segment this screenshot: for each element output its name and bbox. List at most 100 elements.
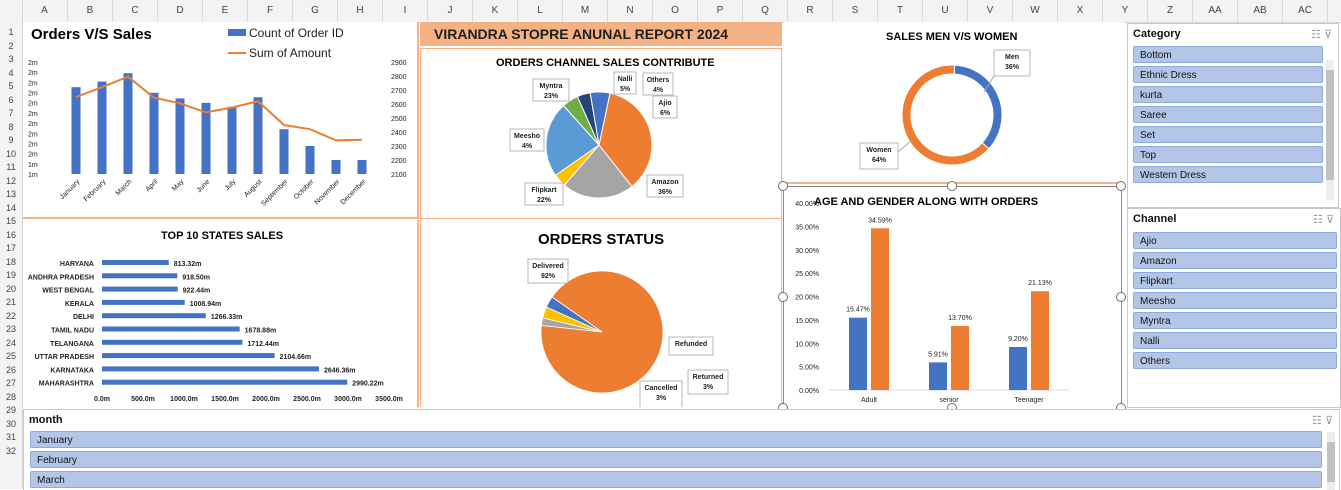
row-header-12[interactable]: 12 (5, 175, 16, 186)
column-header-T[interactable]: T (878, 0, 923, 22)
multi-select-icon[interactable]: ☷ (1313, 214, 1323, 226)
row-header-23[interactable]: 23 (5, 324, 16, 334)
row-header-18[interactable]: 18 (5, 256, 16, 267)
column-header-K[interactable]: K (473, 0, 518, 22)
column-header-B[interactable]: B (68, 0, 113, 22)
row-header-14[interactable]: 14 (5, 202, 16, 213)
top-states-panel[interactable]: TOP 10 STATES SALES HARYANA 813.32m ANDHRA… (23, 220, 419, 407)
row-header-24[interactable]: 24 (5, 337, 16, 348)
category-slicer-item[interactable]: kurta (1133, 86, 1323, 103)
order-status-panel[interactable]: ORDERS STATUS Delivered 92% Refunded Return… (420, 220, 782, 407)
row-header-26[interactable]: 26 (5, 364, 16, 375)
clear-filter-icon[interactable]: ⊽ (1325, 214, 1334, 226)
category-slicer[interactable]: Category ☷ ⊽ Bottom Ethnic Dress kurta Sare… (1127, 23, 1339, 208)
order-count-bar (305, 146, 315, 174)
column-header-Z[interactable]: Z (1148, 0, 1193, 22)
month-slicer-item[interactable]: January (30, 431, 1322, 448)
channel-slicer-item[interactable]: Meesho (1133, 292, 1337, 309)
row-header-32[interactable]: 32 (5, 445, 16, 456)
row-header-19[interactable]: 19 (5, 270, 16, 280)
category-scrollbar[interactable] (1326, 60, 1334, 200)
column-header-H[interactable]: H (338, 0, 383, 22)
row-header-8[interactable]: 8 (8, 121, 14, 132)
category-slicer-item[interactable]: Bottom (1133, 46, 1323, 63)
row-header-5[interactable]: 5 (8, 81, 14, 91)
channel-slicer-item[interactable]: Ajio (1133, 232, 1337, 249)
column-header-D[interactable]: D (158, 0, 203, 22)
channel-slicer-item[interactable]: Nalli (1133, 332, 1337, 349)
orders-vs-sales-panel[interactable]: Orders V/S Sales Count of Order ID Sum of… (23, 22, 419, 219)
row-header-13[interactable]: 13 (5, 189, 16, 199)
category-slicer-item[interactable]: Top (1133, 146, 1323, 163)
column-header-P[interactable]: P (698, 0, 743, 22)
row-header-28[interactable]: 28 (5, 391, 16, 402)
column-header-AB[interactable]: AB (1238, 0, 1283, 22)
row-header-22[interactable]: 22 (5, 310, 16, 321)
column-header-F[interactable]: F (248, 0, 293, 22)
row-header-3[interactable]: 3 (8, 54, 14, 64)
row-header-1[interactable]: 1 (8, 27, 14, 37)
channel-slicer-item[interactable]: Myntra (1133, 312, 1337, 329)
column-header-M[interactable]: M (563, 0, 608, 22)
column-header-A[interactable]: A (22, 0, 68, 22)
category-slicer-item[interactable]: Western Dress (1133, 166, 1323, 183)
clear-filter-icon[interactable]: ⊽ (1323, 29, 1332, 41)
row-header-25[interactable]: 25 (5, 351, 16, 361)
column-header-N[interactable]: N (608, 0, 653, 22)
month-slicer[interactable]: month ☷ ⊽ January February March (23, 409, 1340, 490)
channel-slicer-item[interactable]: Amazon (1133, 252, 1337, 269)
row-header-20[interactable]: 20 (5, 283, 16, 294)
select-all-corner[interactable] (0, 0, 23, 22)
column-header-AA[interactable]: AA (1193, 0, 1238, 22)
column-header-S[interactable]: S (833, 0, 878, 22)
month-scrollbar[interactable] (1327, 432, 1335, 490)
multi-select-icon[interactable]: ☷ (1311, 29, 1321, 41)
category-slicer-item[interactable]: Saree (1133, 106, 1323, 123)
row-header-4[interactable]: 4 (8, 67, 14, 78)
month-slicer-item[interactable]: March (30, 471, 1322, 488)
row-header-6[interactable]: 6 (8, 94, 14, 105)
column-header-U[interactable]: U (923, 0, 968, 22)
column-header-W[interactable]: W (1013, 0, 1058, 22)
column-header-X[interactable]: X (1058, 0, 1103, 22)
row-header-16[interactable]: 16 (5, 229, 16, 240)
column-header-J[interactable]: J (428, 0, 473, 22)
row-header-9[interactable]: 9 (8, 135, 14, 145)
row-header-30[interactable]: 30 (5, 418, 16, 429)
column-header-G[interactable]: G (293, 0, 338, 22)
column-header-L[interactable]: L (518, 0, 563, 22)
column-header-AC[interactable]: AC (1283, 0, 1328, 22)
clear-filter-icon[interactable]: ⊽ (1324, 415, 1333, 427)
row-header-2[interactable]: 2 (8, 40, 14, 51)
column-header-R[interactable]: R (788, 0, 833, 22)
month-slicer-item[interactable]: February (30, 451, 1322, 468)
column-header-Q[interactable]: Q (743, 0, 788, 22)
row-header-27[interactable]: 27 (5, 378, 16, 388)
row-header-11[interactable]: 11 (6, 162, 16, 172)
row-header-31[interactable]: 31 (5, 432, 16, 442)
multi-select-icon[interactable]: ☷ (1312, 415, 1322, 427)
age-gender-panel[interactable]: AGE AND GENDER ALONG WITH ORDERS 0.00% 5.… (783, 186, 1122, 410)
row-header-17[interactable]: 17 (5, 243, 16, 253)
column-header-C[interactable]: C (113, 0, 158, 22)
scroll-thumb[interactable] (1326, 70, 1334, 180)
column-header-O[interactable]: O (653, 0, 698, 22)
category-slicer-item[interactable]: Ethnic Dress (1133, 66, 1323, 83)
column-header-Y[interactable]: Y (1103, 0, 1148, 22)
channel-slicer-item[interactable]: Flipkart (1133, 272, 1337, 289)
scroll-thumb[interactable] (1327, 442, 1335, 482)
channel-pie-panel[interactable]: ORDERS CHANNEL SALES CONTRIBUTE Amazon 36… (420, 48, 782, 219)
row-header-15[interactable]: 15 (5, 216, 16, 226)
column-header-E[interactable]: E (203, 0, 248, 22)
row-header-10[interactable]: 10 (5, 148, 16, 159)
column-header-I[interactable]: I (383, 0, 428, 22)
channel-slicer-item[interactable]: Others (1133, 352, 1337, 369)
row-header-7[interactable]: 7 (8, 108, 14, 118)
column-header-V[interactable]: V (968, 0, 1013, 22)
men-women-panel[interactable]: SALES MEN V/S WOMEN Men 36% Women 64% (784, 22, 1124, 184)
row-header-29[interactable]: 29 (5, 405, 16, 415)
category-slicer-item[interactable]: Set (1133, 126, 1323, 143)
row-header-21[interactable]: 21 (5, 297, 16, 307)
state-value-label: 1008.94m (190, 301, 222, 308)
channel-slicer[interactable]: Channel ☷ ⊽ Ajio Amazon Flipkart Meesho Mynt… (1127, 208, 1341, 408)
